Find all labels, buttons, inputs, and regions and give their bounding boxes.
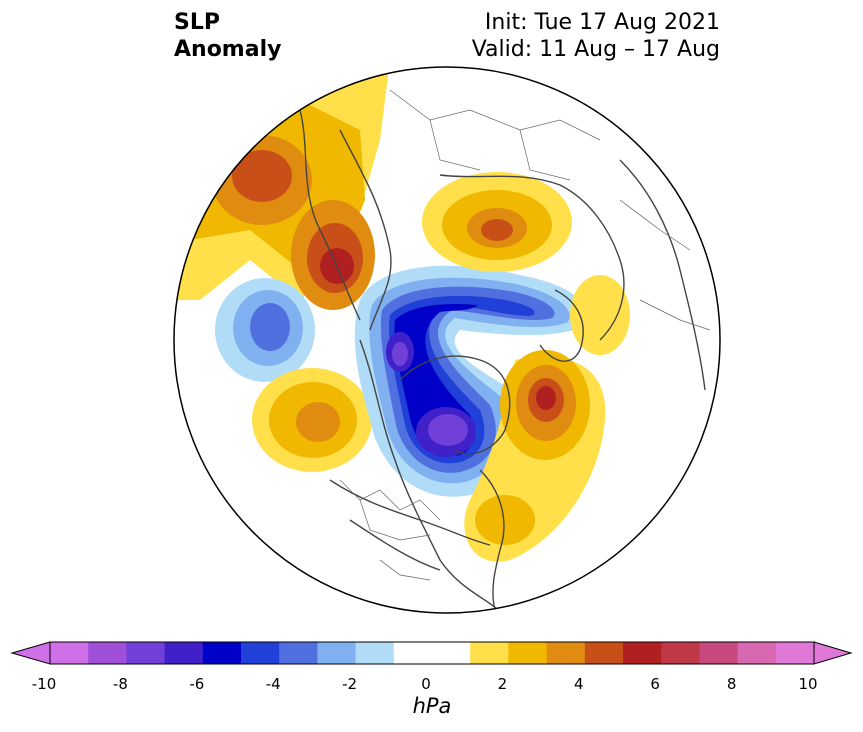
colorbar-cell bbox=[584, 642, 624, 664]
title-anomaly: Anomaly bbox=[174, 37, 282, 62]
anomaly-field bbox=[174, 67, 720, 613]
colorbar-cell bbox=[126, 642, 166, 664]
colorbar-cell bbox=[241, 642, 280, 664]
valid-range: Valid: 11 Aug – 17 Aug bbox=[471, 37, 720, 62]
title-variable: SLP bbox=[174, 10, 220, 35]
colorbar-tick-label: 10 bbox=[798, 675, 818, 693]
colorbar-tick-label: 4 bbox=[574, 675, 584, 693]
colorbar-cell bbox=[393, 642, 471, 664]
colorbar-cell bbox=[279, 642, 318, 664]
colorbar-tick-label: -8 bbox=[112, 675, 128, 693]
colorbar-extend-high bbox=[813, 641, 853, 665]
title-right: Init: Tue 17 Aug 2021 Valid: 11 Aug – 17… bbox=[472, 9, 720, 63]
colorbar-tick-label: 6 bbox=[650, 675, 660, 693]
colorbar-cell bbox=[775, 642, 815, 664]
colorbar-tick-label: 8 bbox=[726, 675, 737, 693]
colorbar-cell bbox=[50, 642, 89, 664]
colorbar-cell bbox=[88, 642, 127, 664]
colorbar-cell bbox=[661, 642, 700, 664]
colorbar-cell bbox=[355, 642, 395, 664]
colorbar-cell bbox=[623, 642, 662, 664]
colorbar-tick-label: -6 bbox=[189, 675, 205, 693]
colorbar-cell bbox=[317, 642, 357, 664]
colorbar-tick-label: 2 bbox=[497, 675, 508, 693]
colorbar-extend-low bbox=[10, 641, 51, 665]
colorbar bbox=[10, 641, 853, 665]
colorbar-cell bbox=[699, 642, 739, 664]
colorbar-tick-label: -10 bbox=[31, 675, 57, 693]
colorbar-cell bbox=[737, 642, 777, 664]
polar-map bbox=[173, 66, 721, 614]
colorbar-outline bbox=[49, 641, 815, 665]
colorbar-tick-label: -4 bbox=[265, 675, 281, 693]
colorbar-cell bbox=[202, 642, 242, 664]
colorbar-tick-label: -2 bbox=[342, 675, 358, 693]
colorbar-tick-label: 0 bbox=[421, 675, 431, 693]
init-date: Init: Tue 17 Aug 2021 bbox=[484, 10, 720, 35]
colorbar-cell bbox=[508, 642, 548, 664]
colorbar-cell bbox=[546, 642, 586, 664]
title-left: SLP Anomaly bbox=[174, 9, 281, 63]
colorbar-cell bbox=[164, 642, 204, 664]
colorbar-cell bbox=[470, 642, 509, 664]
colorbar-unit: hPa bbox=[412, 694, 452, 718]
